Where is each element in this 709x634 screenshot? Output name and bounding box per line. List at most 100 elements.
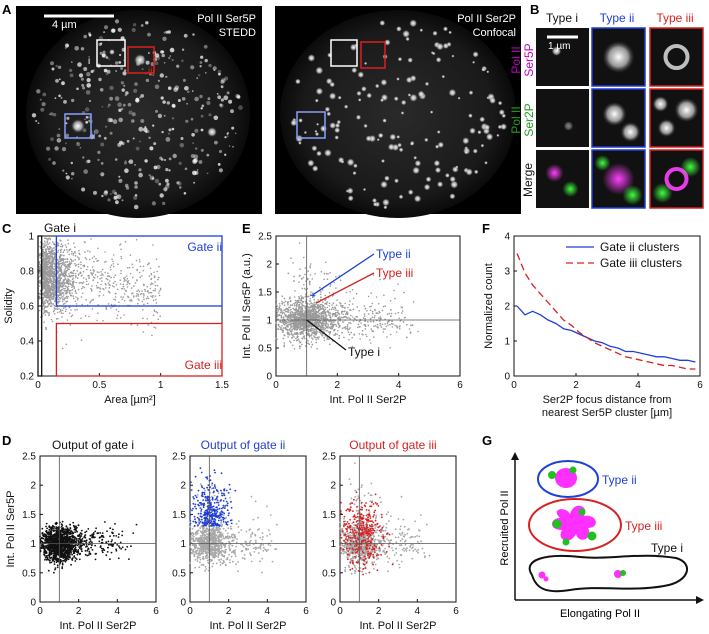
data-point [65, 343, 68, 346]
data-point [113, 276, 115, 279]
data-point [319, 293, 322, 296]
data-point [284, 321, 286, 323]
speckle [217, 95, 222, 100]
data-point [377, 303, 380, 305]
data-point [71, 553, 73, 556]
speckle [109, 118, 114, 123]
speckle [168, 128, 172, 132]
data-point [288, 315, 290, 317]
speckle [50, 137, 54, 142]
data-point [156, 284, 159, 287]
data-point [60, 284, 62, 286]
data-point [331, 315, 334, 317]
data-point [152, 294, 154, 297]
data-point [362, 317, 365, 319]
data-point [109, 291, 111, 294]
speckle [223, 95, 229, 101]
data-point [57, 249, 60, 252]
speckle [140, 24, 144, 27]
data-point [310, 304, 313, 307]
data-point [325, 261, 327, 264]
speckle [76, 142, 79, 144]
data-point [293, 333, 295, 336]
data-point [275, 298, 278, 301]
speckle [109, 96, 113, 101]
data-point [381, 309, 384, 312]
data-point [44, 558, 46, 561]
data-point [392, 323, 394, 325]
focus-spot [413, 194, 422, 203]
data-point [70, 552, 72, 554]
data-point [53, 307, 55, 309]
data-point [356, 306, 359, 308]
speckle [163, 187, 168, 192]
data-point [59, 260, 62, 262]
data-point [52, 295, 54, 298]
data-point [327, 312, 330, 314]
focus-spot [407, 93, 412, 97]
speckle [169, 47, 175, 53]
data-point [48, 237, 50, 239]
data-point [52, 310, 55, 313]
speckle [41, 102, 46, 107]
speckle [48, 157, 52, 161]
data-point [63, 254, 65, 257]
data-point [71, 282, 74, 284]
data-point [50, 298, 53, 300]
data-point [136, 324, 139, 326]
data-point [301, 323, 304, 326]
data-point [75, 539, 78, 542]
data-point [318, 304, 320, 307]
data-point [325, 272, 328, 275]
data-point [324, 323, 327, 326]
data-point [314, 333, 316, 335]
data-point [293, 321, 295, 324]
data-point [370, 320, 372, 323]
data-point [280, 314, 282, 317]
speckle [114, 96, 120, 101]
panel-letter-c: C [2, 221, 12, 236]
data-point [141, 275, 143, 277]
data-point [114, 274, 117, 277]
x-axis-label-line1: Ser2P focus distance from [543, 394, 672, 406]
data-point [289, 317, 291, 320]
focus-spot [489, 97, 497, 104]
speckle [111, 28, 116, 33]
focus-spot [307, 159, 315, 167]
data-point [58, 279, 61, 282]
data-point [283, 313, 286, 315]
data-point [275, 322, 277, 324]
data-point [289, 297, 291, 300]
speckle [213, 115, 219, 121]
data-point [308, 313, 310, 316]
data-point [287, 309, 290, 312]
data-point [44, 248, 47, 251]
data-point [310, 327, 313, 329]
data-point [313, 328, 316, 331]
data-point [53, 292, 55, 295]
focus-spot [498, 109, 505, 116]
data-point [287, 336, 289, 338]
data-point [293, 336, 295, 338]
legend-label: Gate iii clusters [600, 256, 682, 270]
data-point [147, 324, 149, 326]
data-point [71, 288, 74, 291]
data-point [146, 285, 149, 288]
data-point [120, 270, 122, 272]
data-point [132, 532, 135, 534]
speckle [165, 168, 169, 172]
data-point [58, 300, 61, 303]
data-point [47, 558, 50, 561]
data-point [104, 271, 106, 274]
data-point [78, 258, 80, 261]
data-point [69, 266, 71, 268]
data-point [346, 324, 349, 326]
focus-spot [316, 150, 322, 157]
data-point [315, 303, 317, 306]
data-point [328, 308, 331, 311]
data-point [119, 541, 122, 544]
data-point [308, 314, 311, 317]
data-point [289, 330, 292, 332]
speckle [83, 34, 87, 39]
